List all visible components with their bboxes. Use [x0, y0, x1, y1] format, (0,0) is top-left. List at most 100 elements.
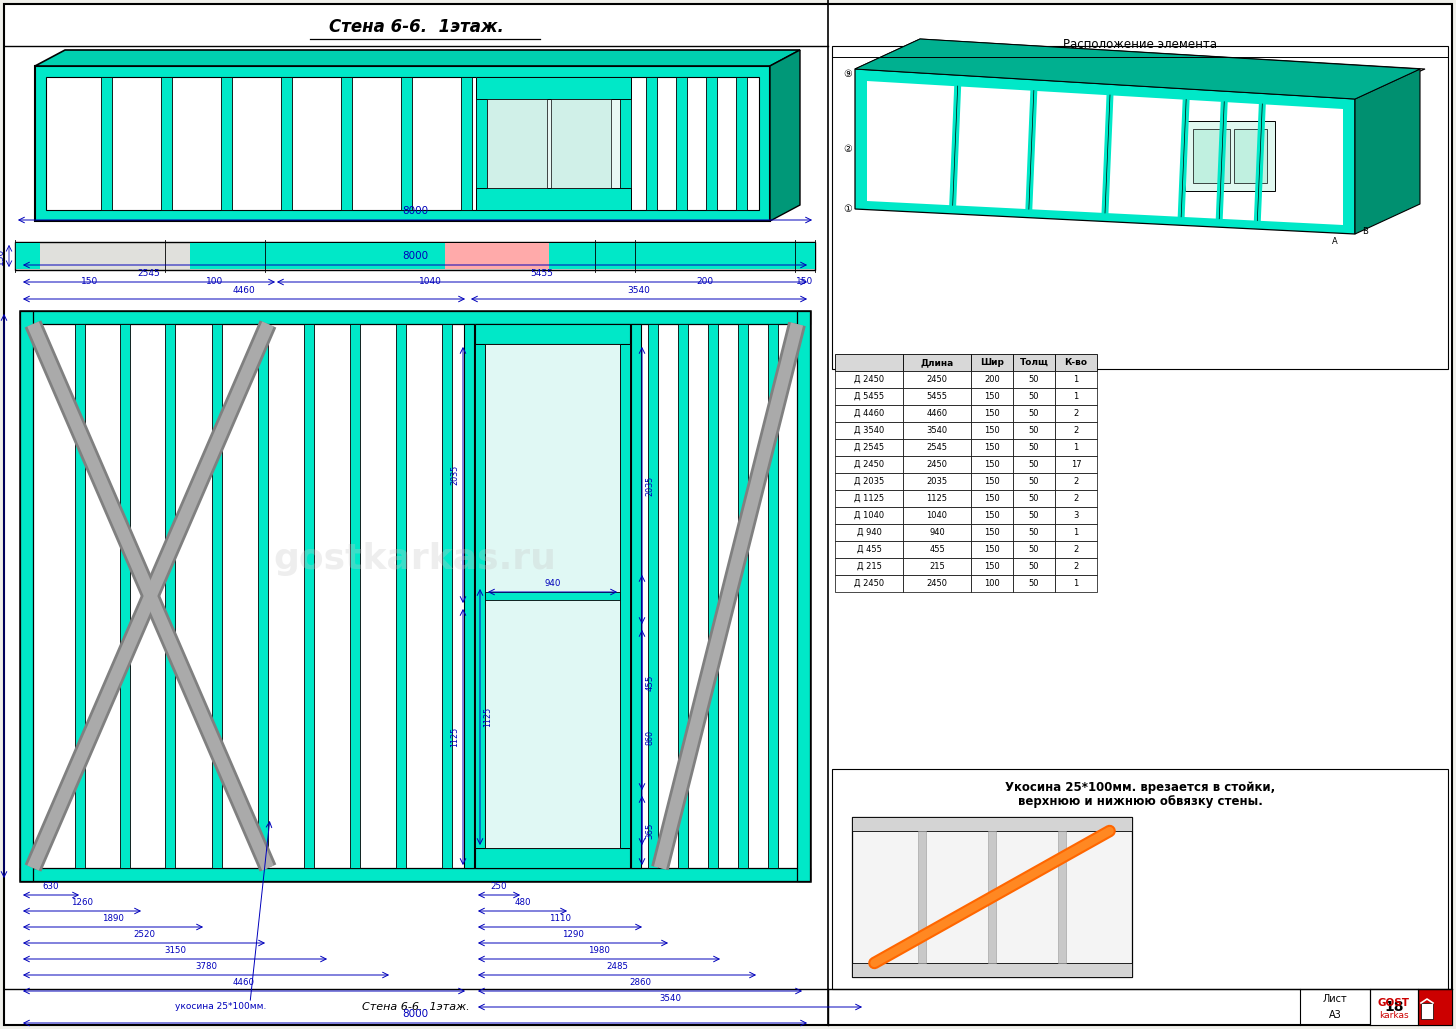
Text: К-во: К-во [1064, 358, 1088, 367]
Bar [971, 405, 1013, 422]
Text: 150: 150 [984, 426, 1000, 435]
Bar [971, 371, 1013, 388]
Text: Д 455: Д 455 [856, 545, 881, 554]
Bar [20, 311, 810, 324]
Bar [971, 354, 1013, 371]
Bar [1013, 439, 1056, 456]
Text: 3: 3 [1073, 511, 1079, 520]
Bar [852, 963, 1131, 977]
Text: 3780: 3780 [195, 962, 217, 971]
Bar [971, 558, 1013, 575]
Text: 2450: 2450 [926, 579, 948, 588]
Bar [1056, 524, 1096, 541]
Bar [446, 243, 549, 269]
Text: 200: 200 [984, 375, 1000, 384]
Bar [971, 439, 1013, 456]
Bar [1056, 371, 1096, 388]
Bar [620, 99, 630, 188]
Bar [971, 456, 1013, 473]
Bar [903, 558, 971, 575]
Bar [304, 324, 314, 868]
Text: Д 3540: Д 3540 [853, 426, 884, 435]
Bar [648, 324, 658, 868]
Text: Укосина 25*100мм. врезается в стойки,: Укосина 25*100мм. врезается в стойки, [1005, 781, 1275, 794]
Text: 1: 1 [1073, 375, 1079, 384]
Bar [550, 99, 612, 188]
Text: 1: 1 [1073, 392, 1079, 401]
Bar [646, 77, 657, 210]
Bar [1013, 371, 1056, 388]
Text: Д 2450: Д 2450 [853, 460, 884, 469]
Text: 1290: 1290 [562, 930, 584, 939]
Text: 1: 1 [1073, 528, 1079, 537]
Text: 4460: 4460 [233, 286, 255, 295]
Bar [20, 311, 810, 881]
Bar [834, 575, 903, 592]
Bar [831, 769, 1449, 989]
Text: 50: 50 [1029, 528, 1040, 537]
Bar [213, 324, 221, 868]
Text: 5455: 5455 [530, 269, 553, 278]
Text: 3540: 3540 [660, 994, 681, 1003]
Bar [476, 99, 486, 188]
Text: Д 1040: Д 1040 [853, 511, 884, 520]
Bar [1056, 354, 1096, 371]
Text: 2450: 2450 [926, 375, 948, 384]
Bar [738, 324, 748, 868]
Text: 18: 18 [1385, 1000, 1404, 1014]
Text: А3: А3 [1329, 1010, 1341, 1020]
Bar [1056, 558, 1096, 575]
Bar [162, 77, 172, 210]
Text: 2: 2 [1073, 494, 1079, 503]
Bar [549, 243, 805, 269]
Bar [20, 868, 810, 881]
Bar [795, 243, 815, 269]
Bar [35, 66, 770, 221]
Bar [119, 324, 130, 868]
Bar [796, 311, 810, 881]
Text: 150: 150 [796, 277, 814, 286]
Text: 2035: 2035 [645, 475, 655, 496]
Bar [834, 388, 903, 405]
Bar [76, 324, 84, 868]
Bar [971, 575, 1013, 592]
Text: 250: 250 [491, 882, 507, 891]
Text: Д 1125: Д 1125 [853, 494, 884, 503]
Text: Д 2450: Д 2450 [853, 375, 884, 384]
Bar [971, 541, 1013, 558]
Bar [852, 817, 1131, 831]
Bar [475, 848, 630, 868]
Bar [1056, 456, 1096, 473]
Bar [903, 371, 971, 388]
Text: 3540: 3540 [628, 286, 651, 295]
Text: 50: 50 [1029, 494, 1040, 503]
Bar [834, 456, 903, 473]
Bar [620, 344, 630, 848]
Text: Расположение элемента: Расположение элемента [1063, 38, 1217, 51]
Bar [903, 524, 971, 541]
Text: 2: 2 [1073, 426, 1079, 435]
Bar [1013, 524, 1056, 541]
Bar [834, 524, 903, 541]
Text: 50: 50 [1029, 477, 1040, 486]
Bar [1013, 422, 1056, 439]
Text: 150: 150 [984, 477, 1000, 486]
Bar [834, 507, 903, 524]
Bar [475, 344, 485, 848]
Bar [1056, 490, 1096, 507]
Polygon shape [1356, 69, 1420, 234]
Text: 2545: 2545 [138, 269, 160, 278]
Bar [735, 77, 747, 210]
Text: 2035: 2035 [450, 465, 460, 485]
Bar [400, 77, 412, 210]
Text: 50: 50 [1029, 545, 1040, 554]
Polygon shape [855, 39, 1420, 99]
Bar [1013, 354, 1056, 371]
Text: ②: ② [843, 144, 852, 154]
Bar [903, 490, 971, 507]
Bar [165, 324, 175, 868]
Text: 1110: 1110 [549, 914, 571, 923]
Text: gostkarkas.ru: gostkarkas.ru [274, 542, 556, 576]
Bar [475, 324, 630, 344]
Bar [708, 324, 718, 868]
